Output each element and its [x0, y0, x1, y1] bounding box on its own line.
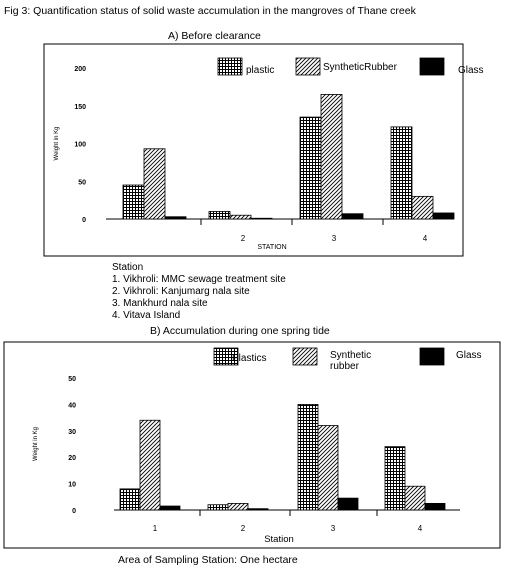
- y-axis-title: Weight in Kg: [54, 127, 60, 161]
- x-axis-title: STATION: [257, 244, 286, 251]
- x-tick-label: 3: [331, 524, 336, 533]
- station-key-item: 4. Vitava Island: [112, 310, 181, 321]
- y-tick-label: 100: [74, 142, 86, 149]
- y-tick-label: 20: [68, 455, 76, 462]
- chart-b: 0 10 20 30 40 50 Weight in Kg 1 2 3 4 Station Plasti…: [3, 341, 501, 549]
- legend-swatch: [295, 57, 321, 76]
- x-tick-label: 4: [418, 524, 423, 533]
- bar-grid: [384, 446, 406, 511]
- x-tick-label: 1: [153, 524, 158, 533]
- bar-diagonal: [404, 485, 426, 511]
- bar-diagonal: [139, 419, 161, 511]
- chart-frame: [43, 43, 464, 257]
- legend-swatch: [419, 57, 445, 76]
- figure-footer: Area of Sampling Station: One hectare: [118, 554, 298, 566]
- bar-solid: [164, 216, 187, 220]
- chart-frame: [3, 341, 501, 549]
- bar-diagonal: [229, 214, 252, 220]
- bar-grid: [299, 116, 322, 220]
- legend-label-line: rubber: [330, 361, 360, 372]
- bar-grid: [297, 403, 319, 511]
- y-tick-label: 200: [74, 66, 86, 73]
- y-tick-label: 50: [68, 376, 76, 383]
- bar-diagonal: [320, 94, 343, 220]
- bar-diagonal: [143, 148, 166, 220]
- legend-swatch: [213, 347, 239, 366]
- legend-label: SyntheticRubber: [323, 62, 398, 73]
- legend-label: Glass: [458, 65, 484, 76]
- bar-diagonal: [411, 195, 434, 220]
- x-tick-label: 2: [241, 234, 246, 243]
- bar-solid: [341, 213, 364, 220]
- y-axis-title: Weight in Kg: [33, 427, 39, 461]
- y-tick-label: 50: [78, 179, 86, 186]
- bar-solid: [247, 508, 269, 511]
- bar-grid: [207, 504, 229, 511]
- x-axis-title: Station: [264, 534, 294, 545]
- legend-swatch: [419, 347, 445, 366]
- bar-diagonal: [227, 502, 249, 511]
- bar-grid: [208, 211, 231, 220]
- station-key-item: 3. Mankhurd nala site: [112, 298, 208, 309]
- station-key-heading: Station: [112, 262, 144, 273]
- bar-solid: [250, 217, 273, 220]
- bar-solid: [159, 505, 181, 511]
- legend-label-line: Synthetic: [330, 350, 371, 361]
- y-tick-label: 0: [82, 217, 86, 224]
- y-tick-label: 150: [74, 104, 86, 111]
- legend-swatch: [292, 347, 318, 366]
- bar-grid: [122, 184, 145, 220]
- legend-label: Glass: [456, 350, 482, 361]
- chart-a-subtitle: A) Before clearance: [168, 30, 261, 42]
- station-key-item: 1. Vikhroli: MMC sewage treatment site: [112, 274, 286, 285]
- chart-b-subtitle: B) Accumulation during one spring tide: [150, 325, 330, 337]
- station-key-item: 2. Vikhroli: Kanjumarg nala site: [112, 286, 250, 297]
- bar-solid: [337, 497, 359, 511]
- y-tick-label: 30: [68, 429, 76, 436]
- x-tick-label: 4: [423, 234, 428, 243]
- figure-title: Fig 3: Quantification status of solid wa…: [4, 5, 416, 17]
- y-tick-label: 0: [72, 508, 76, 515]
- bar-grid: [119, 488, 141, 511]
- bar-diagonal: [317, 425, 339, 511]
- legend-label: Synthetic rubber: [330, 350, 371, 372]
- y-tick-label: 10: [68, 482, 76, 489]
- x-tick-label: 3: [332, 234, 337, 243]
- station-key: Station 1. Vikhroli: MMC sewage treatmen…: [112, 262, 286, 322]
- bar-grid: [390, 126, 413, 220]
- chart-a: 0 50 100 150 200 Weight in Kg 2 3 4 STATION plasti…: [43, 43, 484, 257]
- legend-label: Plastics: [232, 353, 266, 364]
- x-tick-label: 2: [241, 524, 246, 533]
- legend-label: plastic: [246, 65, 274, 76]
- legend-swatch: [217, 57, 243, 76]
- bar-solid: [432, 212, 455, 220]
- bar-solid: [424, 502, 446, 511]
- y-tick-label: 40: [68, 402, 76, 409]
